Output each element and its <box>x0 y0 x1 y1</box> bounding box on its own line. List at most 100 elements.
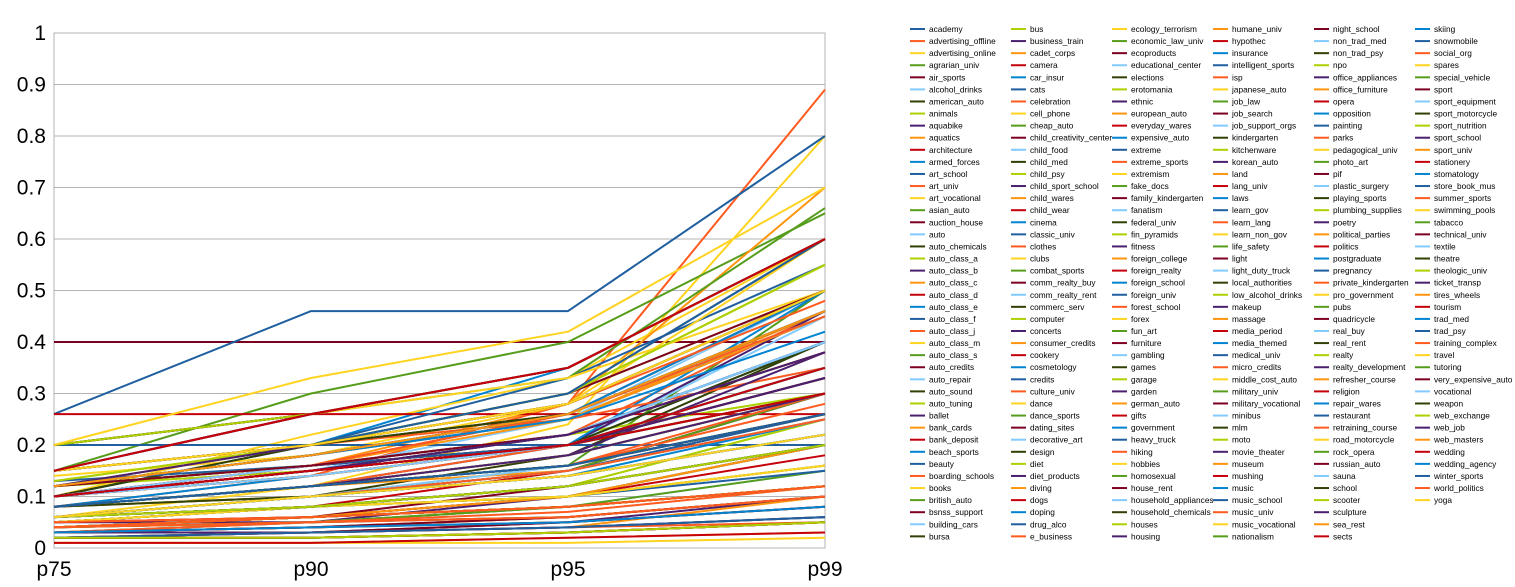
legend-label: training_complex <box>1434 338 1498 348</box>
legend-label: life_safety <box>1232 241 1270 251</box>
legend-item: music_school <box>1213 495 1282 505</box>
legend-item: real_rent <box>1314 338 1366 348</box>
legend-label: extreme <box>1131 145 1161 155</box>
legend-label: cinema <box>1030 217 1057 227</box>
legend-label: federal_univ <box>1131 217 1177 227</box>
legend-label: mlm <box>1232 423 1248 433</box>
legend-item: makeup <box>1213 302 1262 312</box>
legend-item: kitchenware <box>1213 145 1277 155</box>
series-line-travel <box>53 186 826 446</box>
legend-item: poetry <box>1314 217 1357 227</box>
legend-label: sport_motorcycle <box>1434 109 1498 119</box>
legend-item: life_safety <box>1213 241 1270 251</box>
legend-label: sea_rest <box>1333 519 1366 529</box>
legend-item: ecology_terrorism <box>1112 24 1197 34</box>
legend-label: everyday_wares <box>1131 121 1191 131</box>
legend-label: wedding <box>1433 447 1465 457</box>
legend-label: sport <box>1434 84 1453 94</box>
legend-item: cinema <box>1011 217 1057 227</box>
legend-label: playing_sports <box>1333 193 1387 203</box>
legend-label: social_org <box>1434 48 1472 58</box>
legend-item: pedagogical_univ <box>1314 145 1398 155</box>
legend-label: celebration <box>1030 96 1071 106</box>
legend-label: child_sport_school <box>1030 181 1099 191</box>
legend-item: cheap_auto <box>1011 121 1074 131</box>
legend-item: child_food <box>1011 145 1068 155</box>
legend-item: combat_sports <box>1011 266 1084 276</box>
legend-label: auto_chemicals <box>929 241 987 251</box>
legend-label: tourism <box>1434 302 1461 312</box>
legend-label: agrarian_univ <box>929 60 980 70</box>
y-tick-label: 0.4 <box>17 331 47 354</box>
legend-label: gambling <box>1131 350 1165 360</box>
legend-item: auto_repair <box>910 374 971 384</box>
legend-label: auto_class_a <box>929 254 978 264</box>
legend-item: intelligent_sports <box>1213 60 1294 70</box>
legend-item: british_auto <box>910 495 972 505</box>
legend-label: non_trad_psy <box>1333 48 1384 58</box>
legend-item: movie_theater <box>1213 447 1285 457</box>
legend-label: winter_sports <box>1433 471 1483 481</box>
legend-label: plastic_surgery <box>1333 181 1390 191</box>
legend-item: technical_univ <box>1415 229 1487 239</box>
legend-item: job_support_orgs <box>1213 121 1296 131</box>
legend-label: realty_development <box>1333 362 1406 372</box>
legend-item: extreme_sports <box>1112 157 1188 167</box>
legend-label: micro_credits <box>1232 362 1281 372</box>
x-tick-label: p99 <box>807 558 842 581</box>
legend-item: sauna <box>1314 471 1356 481</box>
legend-item: restaurant <box>1314 411 1371 421</box>
legend-item: museum <box>1213 459 1264 469</box>
legend-label: bursa <box>929 531 950 541</box>
legend-item: european_auto <box>1112 109 1187 119</box>
legend-item: auto_class_a <box>910 254 978 264</box>
legend-label: clothes <box>1030 241 1056 251</box>
legend-item: quadricycle <box>1314 314 1375 324</box>
legend-item: auto_class_m <box>910 338 980 348</box>
legend-label: cookery <box>1030 350 1060 360</box>
legend-label: ethnic <box>1131 96 1153 106</box>
legend-item: sport_univ <box>1415 145 1473 155</box>
legend-item: foreign_college <box>1112 254 1188 264</box>
legend-item: extreme <box>1112 145 1161 155</box>
legend-item: beauty <box>910 459 955 469</box>
legend-item: asian_auto <box>910 205 970 215</box>
legend-item: pregnancy <box>1314 266 1373 276</box>
legend-label: fake_docs <box>1131 181 1169 191</box>
legend-item: gambling <box>1112 350 1165 360</box>
legend-label: fin_pyramids <box>1131 229 1178 239</box>
legend-label: repair_wares <box>1333 398 1381 408</box>
legend-label: special_vehicle <box>1434 72 1491 82</box>
legend-item: decorative_art <box>1011 435 1083 445</box>
legend-label: dance_sports <box>1030 411 1080 421</box>
legend-label: pif <box>1333 169 1342 179</box>
legend-label: medical_univ <box>1232 350 1281 360</box>
legend-item: hypothec <box>1213 36 1266 46</box>
legend-item: foreign_realty <box>1112 266 1182 276</box>
legend-item: trad_psy <box>1415 326 1467 336</box>
legend-label: auction_house <box>929 217 983 227</box>
legend-item: fanatism <box>1112 205 1162 215</box>
legend-item: bank_deposit <box>910 435 979 445</box>
legend-item: bus <box>1011 24 1043 34</box>
legend-item: isp <box>1213 72 1243 82</box>
legend-label: theatre <box>1434 254 1460 264</box>
legend-label: makeup <box>1232 302 1262 312</box>
legend-label: animals <box>929 109 958 119</box>
legend-label: auto_class_c <box>929 278 977 288</box>
legend-item: music_univ <box>1213 507 1274 517</box>
legend-label: foreign_realty <box>1131 266 1182 276</box>
legend-label: tabacco <box>1434 217 1463 227</box>
legend-item: russian_auto <box>1314 459 1381 469</box>
legend-label: child_psy <box>1030 169 1065 179</box>
legend-label: ecoproducts <box>1131 48 1176 58</box>
legend-label: gifts <box>1131 411 1146 421</box>
legend-item: korean_auto <box>1213 157 1279 167</box>
legend-label: intelligent_sports <box>1232 60 1294 70</box>
legend-item: garden <box>1112 386 1157 396</box>
legend-item: household_appliances <box>1112 495 1214 505</box>
legend-item: religion <box>1314 386 1360 396</box>
legend-label: books <box>929 483 951 493</box>
legend-item: expensive_auto <box>1112 133 1190 143</box>
series-line-wedding <box>53 366 826 498</box>
